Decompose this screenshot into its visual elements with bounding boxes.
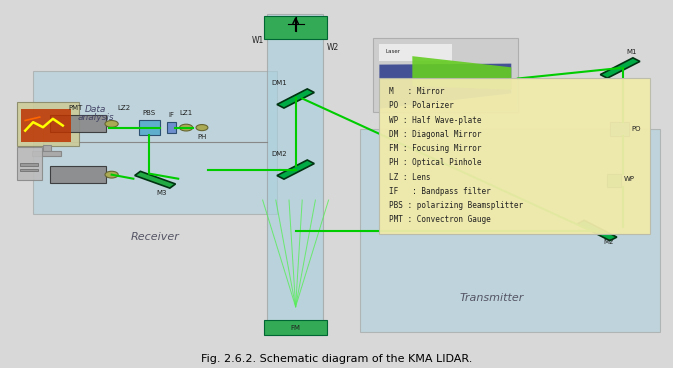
- Text: M3: M3: [156, 190, 167, 196]
- Text: M   : Mirror: M : Mirror: [389, 87, 445, 96]
- Bar: [50, 116, 106, 132]
- Text: W1: W1: [252, 36, 264, 45]
- Circle shape: [105, 171, 118, 178]
- Bar: [20, 163, 38, 166]
- Text: FM : Focusing Mirror: FM : Focusing Mirror: [389, 144, 482, 153]
- Polygon shape: [380, 64, 511, 109]
- Text: PMT: PMT: [69, 105, 83, 112]
- Text: PBS: PBS: [143, 110, 155, 116]
- Text: WP : Half Wave-plate: WP : Half Wave-plate: [389, 116, 482, 125]
- Text: Transmitter: Transmitter: [459, 293, 524, 303]
- Text: IF   : Bandpass filter: IF : Bandpass filter: [389, 187, 491, 196]
- Bar: [50, 166, 106, 183]
- Bar: [20, 169, 38, 171]
- Circle shape: [196, 124, 208, 131]
- Bar: [607, 174, 621, 187]
- Polygon shape: [135, 171, 176, 188]
- Text: WP: WP: [624, 176, 635, 183]
- Polygon shape: [600, 58, 640, 78]
- Polygon shape: [277, 89, 314, 108]
- Bar: [264, 15, 326, 39]
- Bar: [380, 44, 452, 61]
- Circle shape: [180, 124, 192, 131]
- Bar: [17, 146, 42, 180]
- Text: DM1: DM1: [271, 80, 287, 86]
- Text: Laser: Laser: [386, 49, 401, 54]
- Text: Data: Data: [85, 105, 106, 114]
- Text: DM : Diagonal Mirror: DM : Diagonal Mirror: [389, 130, 482, 139]
- Bar: [33, 71, 277, 213]
- Text: PO : Polarizer: PO : Polarizer: [389, 102, 454, 110]
- Text: W2: W2: [326, 43, 339, 52]
- Polygon shape: [277, 160, 314, 179]
- Text: Fig. 2.6.2. Schematic diagram of the KMA LIDAR.: Fig. 2.6.2. Schematic diagram of the KMA…: [201, 354, 472, 364]
- Text: LZ : Lens: LZ : Lens: [389, 173, 431, 181]
- Bar: [380, 78, 649, 234]
- Bar: [359, 129, 660, 332]
- Circle shape: [105, 120, 118, 127]
- Text: Receiver: Receiver: [131, 232, 180, 242]
- Text: PBS : polarizing Beamsplitter: PBS : polarizing Beamsplitter: [389, 201, 524, 210]
- Text: DM2: DM2: [271, 151, 287, 157]
- Bar: [264, 320, 326, 336]
- Text: M1: M1: [627, 49, 637, 56]
- Text: LZ2: LZ2: [118, 105, 131, 112]
- Polygon shape: [577, 220, 617, 241]
- Bar: [32, 151, 61, 156]
- Text: PMT : Convectron Gauge: PMT : Convectron Gauge: [389, 215, 491, 224]
- Bar: [167, 122, 176, 133]
- Bar: [267, 14, 323, 336]
- Bar: [17, 102, 79, 146]
- Polygon shape: [413, 56, 511, 90]
- Text: PO: PO: [631, 125, 641, 132]
- Text: analysis: analysis: [77, 113, 114, 123]
- Bar: [22, 109, 71, 142]
- Text: IF: IF: [169, 113, 174, 118]
- Bar: [43, 145, 51, 151]
- Text: LZ1: LZ1: [180, 110, 192, 116]
- Bar: [139, 120, 160, 135]
- Text: PH: PH: [197, 134, 207, 140]
- Text: M2: M2: [604, 239, 614, 245]
- Text: PH : Optical Pinhole: PH : Optical Pinhole: [389, 158, 482, 167]
- Text: FM: FM: [291, 325, 301, 332]
- Bar: [373, 38, 518, 112]
- Bar: [610, 122, 629, 136]
